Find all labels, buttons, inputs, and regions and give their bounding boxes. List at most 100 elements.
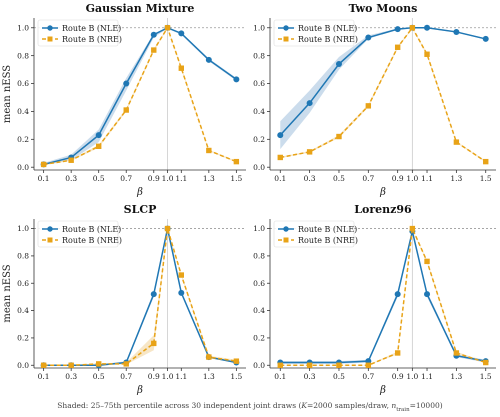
footnote-suffix: =10000) (410, 401, 443, 410)
data-point-nle (233, 76, 240, 83)
panel-title: Lorenz96 (354, 203, 412, 216)
y-tick-label: 0.2 (253, 334, 265, 343)
footnote-prefix: Shaded: 25–75th percentile across 30 ind… (57, 401, 301, 410)
x-tick-label: 1.3 (203, 372, 215, 381)
x-tick-label: 1.1 (421, 174, 433, 183)
footnote: Shaded: 25–75th percentile across 30 ind… (57, 401, 442, 413)
series-line-nre (43, 26, 237, 166)
data-point-nle (453, 28, 460, 35)
data-point-nre (394, 44, 401, 50)
data-point-nre (336, 362, 342, 368)
footnote-k: K (300, 401, 307, 410)
y-tick-label: 0.0 (17, 361, 29, 370)
data-point-nre (96, 361, 102, 367)
y-tick-label: 1.0 (17, 224, 29, 233)
x-tick-label: 0.3 (65, 372, 77, 381)
x-tick-label: 1.3 (203, 174, 215, 183)
data-point-nre (178, 65, 184, 71)
panel-lorenz96: 0.00.20.40.60.81.00.1 0.3 0.5 0.7 0.9 1.0 1.1 1… (253, 203, 496, 396)
panel-slcp: 0.00.20.40.60.81.00.1 0.3 0.5 0.7 0.9 1.0 1.1 1… (2, 203, 246, 396)
data-point-nre (123, 361, 129, 367)
x-tick-label: 0.7 (362, 372, 374, 381)
data-point-nre (483, 359, 489, 366)
x-tick-label: 0.3 (304, 372, 316, 381)
y-tick-label: 0.8 (17, 51, 29, 60)
x-tick-label: 0.7 (120, 174, 132, 183)
legend-marker (47, 25, 53, 31)
data-point-nle (95, 132, 102, 139)
data-point-nre (96, 143, 102, 149)
x-tick-label: 1.5 (480, 372, 492, 381)
y-tick-label: 0.6 (17, 79, 29, 88)
legend-marker (283, 25, 289, 31)
data-point-nre (424, 51, 430, 57)
data-point-nre (409, 225, 416, 232)
x-axis-label: β (136, 385, 143, 396)
x-tick-label: 0.9 (148, 372, 160, 381)
data-point-nre (68, 157, 74, 163)
data-point-nre (206, 147, 212, 154)
series-line-nle (280, 231, 486, 364)
x-axis-label: β (379, 187, 386, 198)
data-point-nle (424, 24, 431, 31)
series-band-nre (43, 228, 237, 366)
data-point-nle (150, 31, 157, 38)
series-band-nle (280, 229, 486, 364)
data-point-nre (409, 25, 416, 31)
legend-marker (283, 226, 289, 232)
data-point-nre (164, 225, 171, 232)
legend-label: Route B (NRE) (298, 236, 358, 245)
y-tick-label: 0.6 (253, 79, 265, 88)
y-tick-label: 1.0 (17, 23, 29, 32)
data-point-nle (178, 289, 185, 296)
panel-two-moons: 0.00.20.40.60.81.00.1 0.3 0.5 0.7 0.9 1.0 1.1 1… (253, 2, 496, 198)
x-tick-label: 0.9 (392, 372, 404, 381)
legend-label: Route B (NLE) (298, 225, 357, 234)
y-tick-label: 0.6 (17, 279, 29, 288)
y-tick-label: 0.0 (17, 163, 29, 172)
data-point-nre (277, 362, 283, 368)
series-line-nre (280, 225, 486, 367)
series-line-nle (43, 26, 237, 166)
x-tick-label: 1.0 (162, 372, 174, 381)
x-tick-label: 1.5 (230, 174, 242, 183)
y-tick-label: 1.0 (253, 23, 265, 32)
data-point-nre (40, 362, 47, 368)
x-tick-label: 0.7 (362, 174, 374, 183)
data-point-nre (206, 354, 212, 360)
data-point-nre (68, 362, 74, 368)
x-tick-label: 0.1 (38, 372, 50, 381)
y-tick-label: 0.8 (253, 51, 265, 60)
legend-marker (47, 226, 53, 232)
data-point-nre (306, 149, 313, 155)
x-axis-label: β (379, 385, 386, 396)
data-point-nle (277, 132, 284, 139)
data-point-nre (164, 25, 171, 31)
data-point-nre (453, 139, 460, 145)
data-point-nre (453, 350, 460, 356)
data-point-nre (233, 158, 240, 165)
data-point-nre (306, 362, 313, 368)
y-tick-label: 0.0 (253, 361, 265, 370)
x-tick-label: 1.5 (230, 372, 242, 381)
series-band-nle (43, 228, 237, 366)
series-band-nre (280, 228, 486, 366)
x-tick-label: 0.1 (274, 174, 286, 183)
data-point-nle (123, 80, 130, 87)
legend-label: Route B (NLE) (298, 24, 357, 33)
data-point-nre (365, 103, 372, 109)
series-line-nle (43, 228, 237, 367)
x-tick-label: 0.7 (120, 372, 132, 381)
x-tick-label: 1.5 (480, 174, 492, 183)
x-tick-label: 0.3 (304, 174, 316, 183)
footnote-mid: =2000 samples/draw, (307, 401, 391, 410)
x-tick-label: 0.5 (333, 174, 345, 183)
x-tick-label: 0.9 (148, 174, 160, 183)
legend-marker (47, 237, 53, 243)
data-point-nre (277, 154, 283, 161)
x-tick-label: 1.1 (175, 174, 187, 183)
y-axis-label: mean nESS (2, 65, 13, 123)
x-tick-label: 0.1 (274, 372, 286, 381)
panel-title: SLCP (124, 203, 157, 216)
